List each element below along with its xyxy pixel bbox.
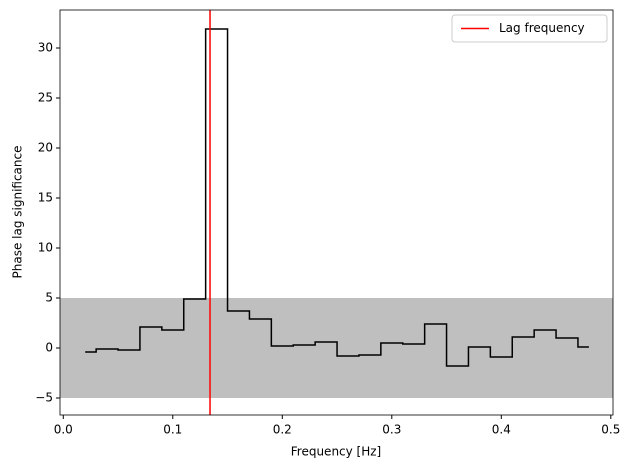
y-tick-label: 30: [38, 41, 53, 55]
legend-box: [451, 14, 608, 43]
x-tick-label: 0.2: [273, 423, 292, 437]
x-tick-label: 0.0: [54, 423, 73, 437]
x-axis-label: Frequency [Hz]: [291, 445, 382, 459]
y-axis-label: Phase lag significance: [11, 145, 25, 278]
y-tick-label: 10: [38, 241, 53, 255]
y-tick-label: 20: [38, 141, 53, 155]
y-tick-label: 5: [45, 291, 53, 305]
axes-frame: [59, 9, 614, 416]
legend-label: Lag frequency: [499, 21, 585, 35]
y-tick-label: 25: [38, 91, 53, 105]
step-line: [85, 28, 589, 367]
x-tick-label: 0.1: [163, 423, 182, 437]
x-tick-label: 0.4: [492, 423, 511, 437]
x-tick-label: 0.3: [382, 423, 401, 437]
x-tick-label: 0.5: [601, 423, 620, 437]
y-tick-label: −5: [35, 391, 53, 405]
y-tick-label: 15: [38, 191, 53, 205]
y-tick-label: 0: [45, 341, 53, 355]
